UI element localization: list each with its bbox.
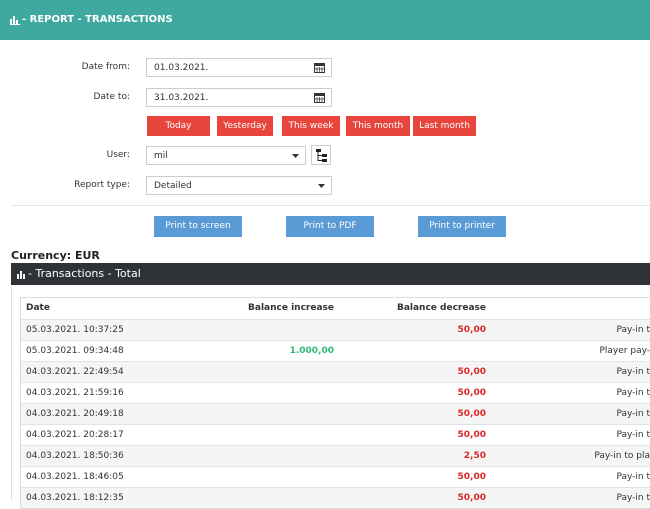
date-to-value: 31.03.2021. [154,93,209,103]
decrease-cell: 2,50 [463,451,486,461]
date-cell: 04.03.2021. 22:49:54 [26,367,124,377]
date-cell: 04.03.2021. 18:50:36 [26,451,124,461]
description-cell: Pay-in t [616,409,650,419]
date-to-label: Date to: [93,92,130,102]
tree-icon [316,149,327,162]
calendar-icon [314,63,325,73]
report-type-value: Detailed [154,181,192,191]
table-row: 04.03.2021. 22:49:54 50,00 Pay-in t [21,361,650,382]
column-header: Balance increase [248,303,334,313]
description-cell: Pay-in t [616,493,650,503]
print-button[interactable]: Print to screen [154,216,242,237]
date-from-value: 01.03.2021. [154,63,209,73]
user-value: mil [154,151,168,161]
panel-header: - Transactions - Total [11,263,650,285]
header-bar: - REPORT - TRANSACTIONS [0,0,650,40]
print-button[interactable]: Print to PDF [286,216,374,237]
table-header-row: Date Balance increase Balance decrease [21,298,650,319]
table-row: 05.03.2021. 09:34:48 1.000,00 Player pay- [21,340,650,361]
quick-range-button[interactable]: Last month [413,116,476,136]
chart-icon [10,16,20,25]
user-select[interactable]: mil [146,146,306,165]
table-row: 04.03.2021. 21:59:16 50,00 Pay-in t [21,382,650,403]
panel-body [11,285,650,500]
date-cell: 04.03.2021. 20:28:17 [26,430,124,440]
decrease-cell: 50,00 [457,367,486,377]
date-from-input[interactable]: 01.03.2021. [146,58,332,77]
table-row: 04.03.2021. 18:50:36 2,50 Pay-in to pla [21,445,650,466]
quick-range-button[interactable]: Yesterday [217,116,273,136]
date-cell: 05.03.2021. 09:34:48 [26,346,124,356]
user-tree-button[interactable] [311,145,331,165]
quick-range-button[interactable]: This week [282,116,340,136]
user-label: User: [106,150,130,160]
decrease-cell: 50,00 [457,472,486,482]
description-cell: Pay-in to pla [594,451,650,461]
calendar-icon [314,93,325,103]
date-cell: 05.03.2021. 10:37:25 [26,325,124,335]
chart-icon [17,271,25,279]
report-type-select[interactable]: Detailed [146,176,332,195]
date-cell: 04.03.2021. 18:46:05 [26,472,124,482]
divider [11,205,650,206]
table-row: 04.03.2021. 20:49:18 50,00 Pay-in t [21,403,650,424]
column-header: Date [26,303,50,313]
increase-cell: 1.000,00 [289,346,334,356]
description-cell: Pay-in t [616,472,650,482]
decrease-cell: 50,00 [457,325,486,335]
table-row: 05.03.2021. 10:37:25 50,00 Pay-in t [21,319,650,340]
header-title: - REPORT - TRANSACTIONS [22,14,173,25]
decrease-cell: 50,00 [457,388,486,398]
description-cell: Pay-in t [616,430,650,440]
description-cell: Pay-in t [616,367,650,377]
date-cell: 04.03.2021. 20:49:18 [26,409,124,419]
date-cell: 04.03.2021. 21:59:16 [26,388,124,398]
decrease-cell: 50,00 [457,430,486,440]
quick-range-button[interactable]: This month [346,116,410,136]
dropdown-arrow [318,184,325,188]
panel-title: - Transactions - Total [28,267,141,280]
print-button[interactable]: Print to printer [418,216,506,237]
quick-range-button[interactable]: Today [147,116,210,136]
dropdown-arrow [292,154,299,158]
column-header: Balance decrease [396,303,486,313]
description-cell: Pay-in t [616,325,650,335]
description-cell: Pay-in t [616,388,650,398]
date-cell: 04.03.2021. 18:12:35 [26,493,124,503]
table-row: 04.03.2021. 18:12:35 50,00 Pay-in t [21,487,650,508]
date-to-input[interactable]: 31.03.2021. [146,88,332,107]
decrease-cell: 50,00 [457,493,486,503]
table-row: 04.03.2021. 20:28:17 50,00 Pay-in t [21,424,650,445]
date-from-label: Date from: [81,62,130,72]
description-cell: Player pay- [599,346,650,356]
report-type-label: Report type: [74,180,130,190]
currency-label: Currency: EUR [11,249,100,262]
table-row: 04.03.2021. 18:46:05 50,00 Pay-in t [21,466,650,487]
decrease-cell: 50,00 [457,409,486,419]
